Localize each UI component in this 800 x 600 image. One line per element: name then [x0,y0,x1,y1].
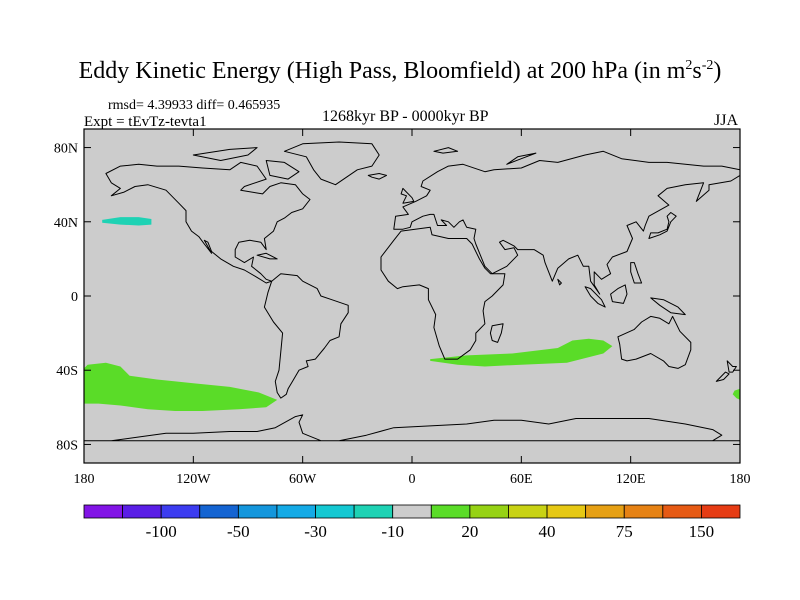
title-superscript-1: 2 [685,58,693,73]
coastline-philippines [630,262,643,284]
coastline-japan [648,212,677,239]
colorbar-swatch [430,504,471,519]
coastline-eurasia [393,150,740,295]
stats-line: rmsd= 4.39933 diff= 0.465935 [108,98,281,113]
y-tick-label: 40S [56,364,78,379]
title-mid: s [692,58,702,84]
coastline-cuba [256,252,278,260]
y-tick-label: 40N [54,216,78,231]
x-tick-label: 60W [289,472,317,487]
coastline-novaya-zemlya [506,152,537,165]
title-close: ) [713,58,722,84]
colorbar-swatch [315,504,355,519]
y-tick-label: 80S [56,438,78,453]
season-label: JJA [714,112,739,129]
map-layer [83,128,741,464]
x-tick-label: 120E [616,472,646,487]
plot-title: Eddy Kinetic Energy (High Pass, Bloomfie… [0,58,800,85]
x-tick-label: 0 [409,472,416,487]
y-tick-label: 80N [54,142,78,157]
colorbar-label: 150 [689,522,715,541]
colorbar-label: 20 [461,522,478,541]
x-tick-label: 180 [730,472,751,487]
coastline-new-zealand [726,360,737,373]
colorbar-swatch [662,504,702,519]
colorbar-label: 75 [616,522,633,541]
coastline-arctic-islands [192,147,258,161]
coastline-north-america [105,161,311,284]
colorbar-swatch [353,504,394,519]
experiment-line: Expt = tEvTz-tevta1 [84,114,207,130]
coastline-sumatra [584,286,606,308]
axis-ticks: 80N 40N 0 40S 80S 180 120W 60W 0 60E 120E 180 [54,129,751,487]
coastline-antarctica [84,414,740,442]
colorbar-swatch [160,504,201,519]
anomaly-region-south-indian-positive [430,338,613,367]
colorbar-swatch [392,504,432,519]
colorbar-swatch [199,504,239,519]
y-tick-label: 0 [71,290,78,305]
coastline-borneo [610,284,628,304]
coastline-uk [400,187,415,204]
coastline-svalbard [433,147,459,154]
colorbar-label: -10 [381,522,404,541]
coastline-new-guinea [650,297,686,316]
coastline-australia [617,315,692,369]
colorbar-label: -50 [227,522,250,541]
colorbar-swatch [122,504,162,519]
coastline-madagascar [489,323,504,343]
anomaly-region-north-pacific-negative [102,217,152,226]
colorbar-swatch [585,504,625,519]
x-tick-label: 60E [510,472,533,487]
coastline-south-america [263,273,349,399]
colorbar-swatch [276,504,316,519]
coastline-greenland [283,141,380,186]
colorbar-swatch [508,504,548,519]
colorbar-label: 40 [539,522,556,541]
colorbar-swatch [237,504,278,519]
colorbar-label: -30 [304,522,327,541]
map-background [84,129,740,463]
anomaly-region-south-pacific-positive [84,362,278,411]
coastline-baffin [265,160,300,180]
colorbar: -100 -50 -30 -10 20 40 75 150 [83,504,741,541]
x-tick-label: 180 [74,472,95,487]
title-main: Eddy Kinetic Energy (High Pass, Bloomfie… [78,58,686,84]
colorbar-label: -100 [146,522,177,541]
colorbar-swatch [623,504,664,519]
coastline-africa [380,226,506,360]
colorbar-swatch [83,504,123,519]
coastline-new-zealand-south [715,371,730,382]
colorbar-swatch [469,504,509,519]
colorbar-swatch [546,504,587,519]
coastline-iceland [367,173,387,180]
x-tick-label: 120W [176,472,211,487]
title-superscript-2: -2 [701,58,714,73]
colorbar-swatch [701,504,741,519]
period-line: 1268kyr BP - 0000kyr BP [322,108,489,125]
coastline-sri-lanka [557,278,562,286]
anomaly-region-date-line-positive [732,388,740,400]
